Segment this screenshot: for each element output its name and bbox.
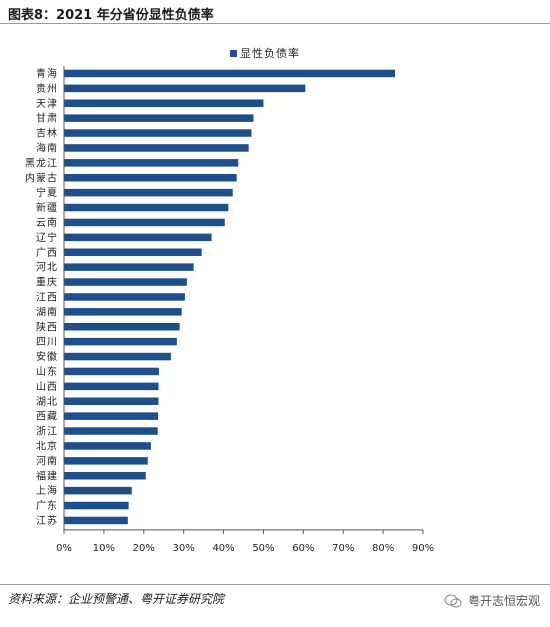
bar <box>64 427 158 435</box>
bar <box>64 69 396 78</box>
bar <box>64 99 264 107</box>
bar <box>64 188 233 197</box>
wechat-icon <box>444 594 462 607</box>
category-label: 北京 <box>36 439 58 452</box>
bar <box>64 129 252 137</box>
bar <box>64 472 146 480</box>
title-divider <box>0 23 550 24</box>
category-label: 辽宁 <box>36 231 58 244</box>
bar <box>64 308 182 316</box>
category-label: 浙江 <box>36 426 58 438</box>
bar <box>64 293 185 301</box>
bar <box>64 412 159 420</box>
bars-group <box>64 69 396 525</box>
bar <box>64 323 180 331</box>
category-label: 陕西 <box>36 320 58 333</box>
x-axis: 0% 10% 20% 30% 40% 50% 60% 70% 80% 90% <box>56 66 434 554</box>
bar <box>64 397 159 405</box>
category-label: 福建 <box>36 469 58 482</box>
category-label: 上海 <box>36 484 58 497</box>
bar <box>64 218 225 227</box>
bar <box>64 337 177 346</box>
bar <box>64 382 159 391</box>
category-labels: 青海贵州天津甘肃吉林海南黑龙江内蒙古宁夏新疆云南辽宁广西河北重庆江西湖南陕西四川… <box>25 67 58 527</box>
bar <box>64 516 128 525</box>
bar <box>64 159 239 167</box>
category-label: 吉林 <box>36 127 58 140</box>
category-label: 贵州 <box>36 82 58 95</box>
footer-divider <box>0 584 550 585</box>
x-tick-label: 10% <box>93 543 115 554</box>
bar <box>64 501 129 510</box>
bar <box>64 144 249 152</box>
legend: 显性负债率 <box>230 46 300 60</box>
bar <box>64 278 187 286</box>
x-tick-label: 20% <box>133 543 155 554</box>
watermark-text: 粤开志恒宏观 <box>467 594 540 608</box>
category-label: 安徽 <box>36 350 58 363</box>
category-label: 四川 <box>36 337 58 348</box>
category-label: 新疆 <box>36 201 58 214</box>
category-label: 天津 <box>36 98 58 110</box>
bar <box>64 442 151 450</box>
source-note: 资料来源：企业预警通、粤开证券研究院 <box>8 592 225 606</box>
category-label: 河北 <box>36 262 58 274</box>
x-tick-label: 80% <box>372 543 394 554</box>
category-label: 江西 <box>36 291 58 303</box>
category-label: 重庆 <box>36 276 58 289</box>
x-tick-label: 70% <box>332 543 354 554</box>
category-label: 宁夏 <box>36 186 58 199</box>
category-label: 广东 <box>36 499 58 512</box>
category-label: 海南 <box>36 141 58 154</box>
category-label: 黑龙江 <box>25 156 58 169</box>
bar <box>64 174 237 182</box>
category-label: 青海 <box>36 67 58 80</box>
bar <box>64 203 229 212</box>
figure-title: 图表8：2021 年分省份显性负债率 <box>8 8 214 23</box>
bar <box>64 248 202 256</box>
x-tick-label: 90% <box>412 543 434 554</box>
category-label: 甘肃 <box>36 112 58 125</box>
x-tick-label: 60% <box>292 543 314 554</box>
x-tick-label: 30% <box>173 543 195 554</box>
bar <box>64 233 212 242</box>
category-label: 山东 <box>36 365 58 378</box>
category-label: 湖南 <box>36 305 58 318</box>
category-label: 广西 <box>36 247 58 259</box>
x-tick-label: 40% <box>212 543 234 554</box>
watermark: 粤开志恒宏观 <box>444 592 540 609</box>
category-label: 西藏 <box>36 411 58 423</box>
legend-swatch <box>230 50 237 57</box>
legend-label: 显性负债率 <box>240 46 300 60</box>
category-label: 河南 <box>36 454 58 467</box>
bar <box>64 352 171 361</box>
bar <box>64 263 194 271</box>
x-tick-label: 0% <box>56 543 72 554</box>
category-label: 山西 <box>36 381 58 393</box>
x-tick-label: 50% <box>252 543 274 554</box>
category-label: 湖北 <box>36 396 58 408</box>
bar <box>64 84 306 93</box>
category-label: 内蒙古 <box>25 171 58 184</box>
bar <box>64 367 159 376</box>
category-label: 云南 <box>36 216 58 229</box>
bar <box>64 457 148 465</box>
bar-chart: 显性负债率 青海贵州天津甘肃吉林海南黑龙江内蒙古宁夏新疆云南辽宁广西河北重庆江西… <box>25 46 434 554</box>
category-label: 江苏 <box>36 514 58 527</box>
bar <box>64 114 254 122</box>
bar <box>64 486 132 495</box>
